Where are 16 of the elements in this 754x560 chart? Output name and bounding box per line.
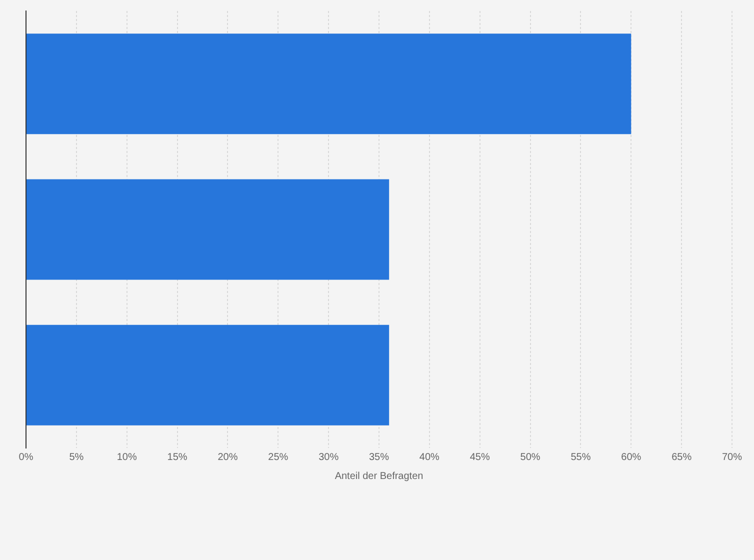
x-tick-label: 30%	[318, 452, 339, 463]
x-tick-label: 65%	[672, 452, 692, 463]
x-axis-title: Anteil der Befragten	[334, 470, 424, 482]
x-tick-label: 5%	[69, 452, 84, 463]
x-tick-label: 40%	[419, 452, 440, 463]
x-tick-label: 70%	[722, 452, 742, 463]
x-tick-label: 10%	[116, 452, 137, 463]
x-tick-label: 45%	[470, 452, 490, 463]
x-tick-label: 35%	[368, 452, 390, 463]
x-tick-label: 55%	[570, 452, 591, 463]
x-tick-label: 20%	[218, 452, 238, 463]
x-tick-label: 60%	[621, 452, 642, 463]
x-tick-label: 0%	[18, 452, 34, 463]
x-tick-label: 50%	[520, 452, 540, 463]
x-tick-label: 15%	[167, 452, 188, 463]
x-tick-label: 25%	[268, 452, 288, 463]
